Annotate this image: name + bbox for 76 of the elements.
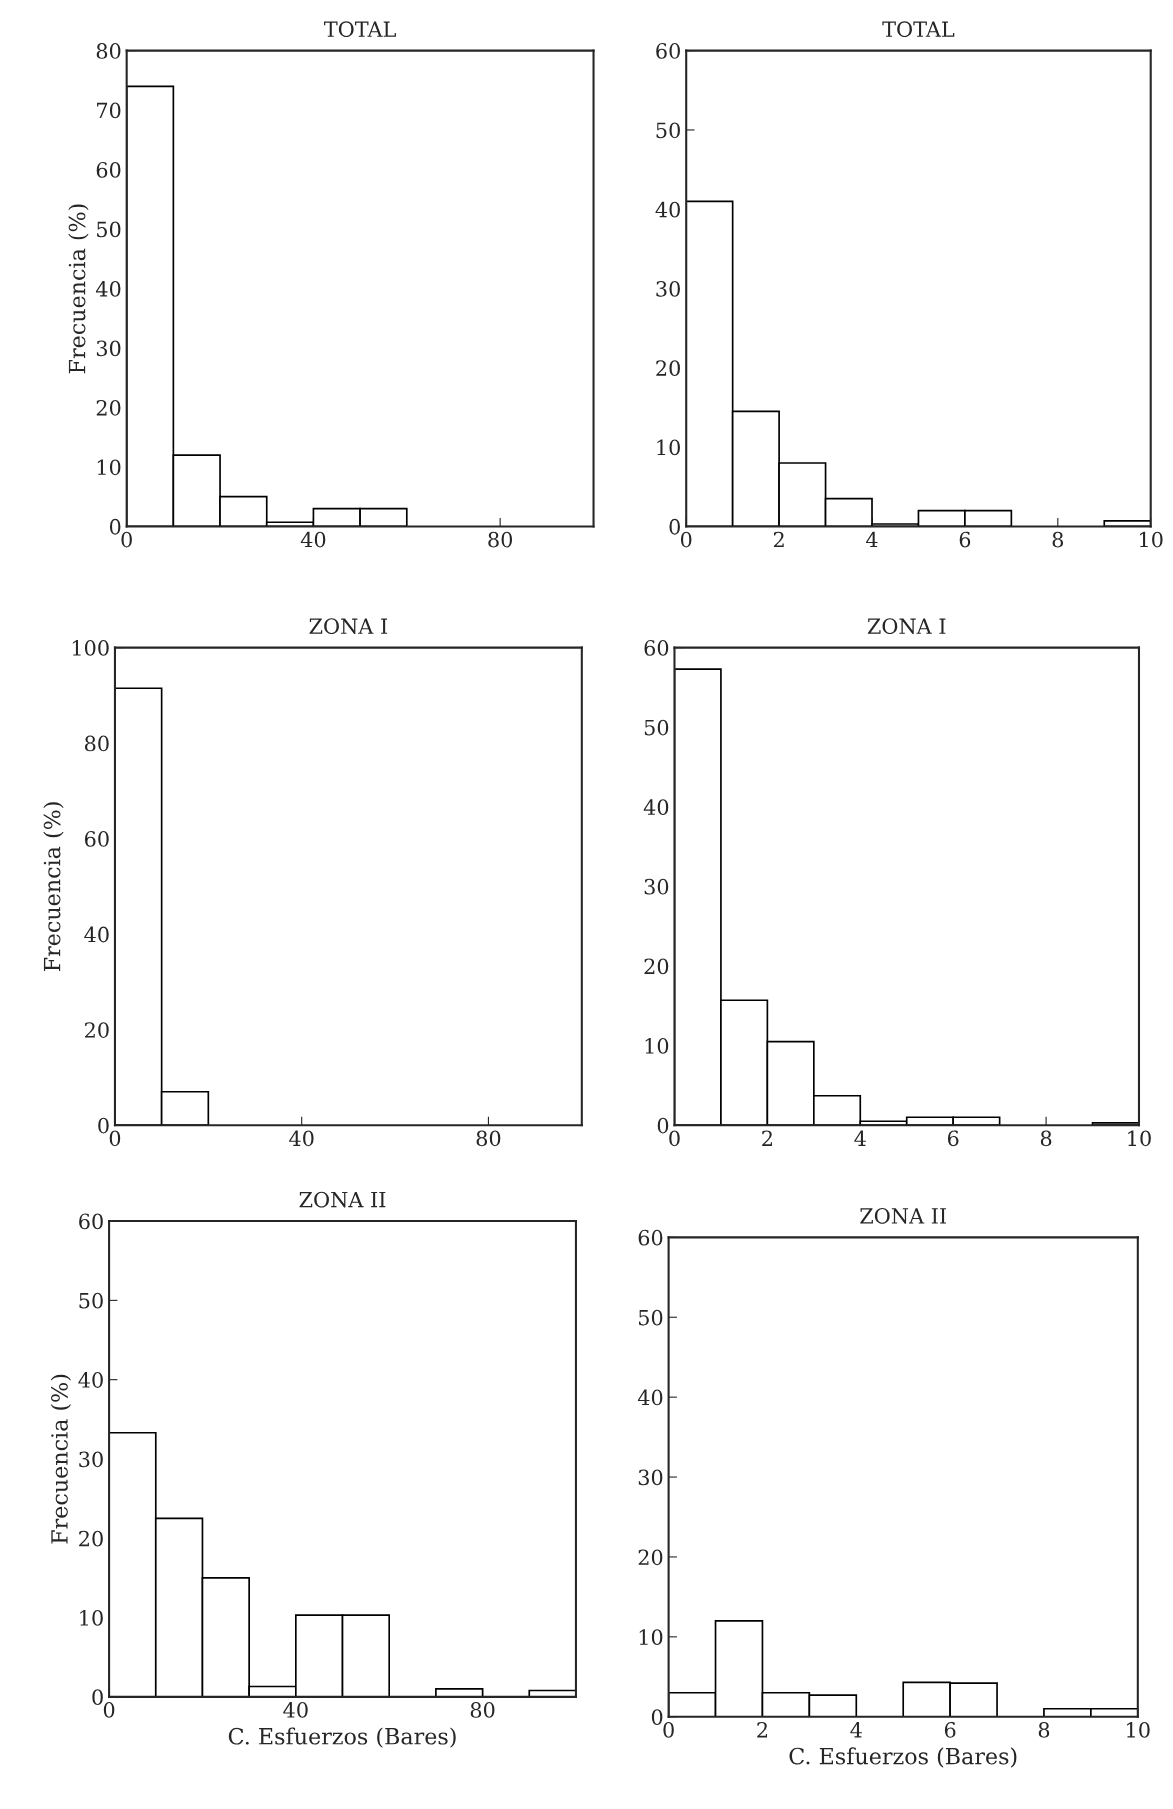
- y-tick-label: 0: [669, 518, 680, 535]
- y-tick-label: 20: [638, 1549, 663, 1566]
- y-tick-label: 30: [644, 878, 669, 895]
- y-tick-label: 20: [96, 399, 121, 416]
- y-tick-label: 40: [643, 799, 669, 816]
- y-tick-label: 60: [638, 1229, 663, 1246]
- x-tick-label: 40: [289, 1130, 314, 1147]
- chart-title: ZONA I: [309, 618, 388, 635]
- y-tick-label: 40: [95, 280, 121, 297]
- y-tick-label: 10: [657, 439, 680, 456]
- x-tick-label: 40: [300, 531, 326, 548]
- x-axis-title: C. Esfuerzos (Bares): [789, 1747, 1017, 1768]
- y-axis-title: Frecuencia (%): [50, 1374, 71, 1544]
- x-tick-label: 6: [947, 1130, 959, 1147]
- y-tick-label: 0: [92, 1689, 103, 1706]
- y-tick-label: 10: [639, 1629, 663, 1646]
- chart-title: ZONA II: [299, 1191, 386, 1208]
- y-tick-label: 60: [96, 162, 121, 178]
- y-tick-label: 40: [637, 1389, 663, 1406]
- x-tick-label: 80: [476, 1130, 501, 1147]
- y-tick-label: 0: [109, 518, 121, 535]
- x-tick-label: 2: [762, 1130, 772, 1146]
- x-tick-label: 2: [773, 531, 784, 548]
- x-tick-label: 80: [470, 1702, 495, 1718]
- y-tick-label: 40: [655, 201, 680, 218]
- y-tick-label: 80: [96, 43, 121, 59]
- y-tick-label: 70: [97, 102, 121, 119]
- y-tick-label: 60: [84, 831, 109, 847]
- x-tick-label: 4: [866, 531, 878, 548]
- y-tick-label: 20: [656, 360, 680, 377]
- x-tick-label: 8: [1040, 1130, 1052, 1147]
- y-axis-title: Frecuencia (%): [43, 802, 64, 972]
- y-tick-label: 60: [656, 43, 680, 59]
- y-tick-label: 30: [638, 1469, 663, 1486]
- y-tick-label: 50: [97, 221, 121, 238]
- y-tick-label: 30: [656, 280, 680, 297]
- y-tick-label: 50: [639, 1309, 663, 1326]
- y-tick-label: 20: [644, 958, 669, 975]
- x-tick-label: 4: [854, 1130, 866, 1146]
- y-tick-label: 50: [644, 719, 669, 736]
- x-tick-label: 6: [959, 531, 971, 548]
- x-tick-label: 4: [850, 1721, 862, 1738]
- x-tick-label: 6: [944, 1721, 956, 1738]
- y-tick-label: 30: [79, 1451, 103, 1468]
- x-axis-title: C. Esfuerzos (Bares): [228, 1727, 456, 1748]
- chart-title: ZONA I: [867, 618, 946, 635]
- y-tick-label: 40: [84, 926, 109, 943]
- y-tick-label: 0: [98, 1117, 109, 1134]
- x-tick-label: 0: [680, 531, 692, 548]
- x-tick-label: 10: [1140, 531, 1163, 548]
- chart-title: ZONA II: [860, 1208, 947, 1224]
- y-tick-label: 50: [79, 1292, 103, 1309]
- y-tick-label: 100: [72, 640, 109, 656]
- y-tick-label: 20: [79, 1530, 103, 1547]
- y-tick-label: 60: [79, 1213, 103, 1230]
- y-tick-label: 60: [644, 640, 669, 656]
- y-tick-label: 10: [645, 1038, 669, 1054]
- x-tick-label: 10: [1128, 1130, 1151, 1147]
- y-tick-label: 30: [96, 340, 121, 357]
- x-tick-label: 0: [121, 531, 132, 548]
- chart-title: TOTAL: [882, 21, 955, 38]
- x-tick-label: 8: [1052, 531, 1064, 548]
- y-tick-label: 50: [656, 122, 680, 139]
- x-tick-label: 80: [488, 531, 513, 548]
- y-tick-label: 0: [657, 1117, 669, 1134]
- y-tick-label: 80: [84, 735, 109, 752]
- x-tick-label: 40: [283, 1702, 308, 1718]
- x-tick-label: 10: [1127, 1721, 1150, 1738]
- y-axis-title: Frecuencia (%): [68, 204, 89, 374]
- y-tick-label: 10: [80, 1610, 103, 1626]
- chart-title: TOTAL: [324, 21, 396, 38]
- x-tick-label: 8: [1038, 1721, 1050, 1738]
- y-tick-label: 40: [78, 1372, 103, 1388]
- y-tick-label: 20: [85, 1022, 109, 1038]
- x-tick-label: 2: [757, 1721, 768, 1738]
- y-tick-label: 10: [97, 459, 121, 476]
